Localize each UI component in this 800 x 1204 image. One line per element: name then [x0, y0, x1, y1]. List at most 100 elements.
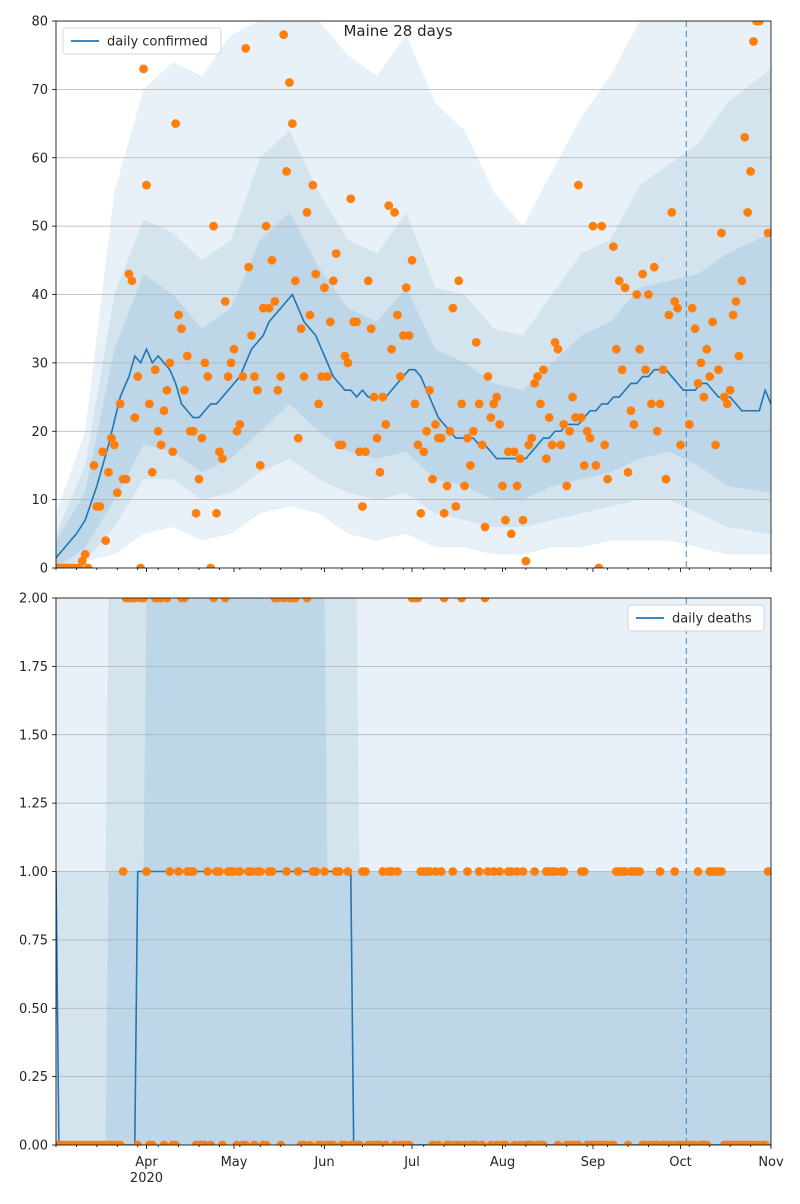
confirmed-observed-point — [579, 461, 589, 470]
confirmed-observed-point — [646, 399, 656, 409]
confirmed-observed-point — [413, 440, 423, 450]
confirmed-observed-point — [641, 365, 650, 375]
confirmed-observed-point — [282, 167, 291, 176]
confirmed-observed-point — [250, 372, 259, 381]
confirmed-observed-point — [220, 296, 230, 306]
confirmed-observed-point — [378, 392, 388, 402]
confirmed-observed-point — [626, 406, 636, 416]
deaths-y-tick-label: 0.50 — [19, 1002, 48, 1017]
confirmed-y-tick-label: 80 — [31, 15, 48, 30]
deaths-observed-point — [276, 1140, 286, 1145]
confirmed-observed-point — [588, 221, 598, 231]
confirmed-observed-point — [325, 317, 335, 327]
deaths-observed-point — [413, 598, 423, 603]
confirmed-observed-point — [104, 467, 113, 477]
confirmed-observed-point — [308, 180, 318, 190]
confirmed-observed-point — [573, 180, 583, 190]
confirmed-observed-point — [620, 283, 630, 293]
deaths-y-tick-label: 0.75 — [19, 933, 48, 948]
confirmed-observed-point — [609, 242, 618, 252]
confirmed-observed-point — [203, 372, 213, 381]
confirmed-observed-point — [714, 365, 723, 375]
deaths-observed-point — [530, 867, 540, 876]
deaths-legend-box — [627, 604, 765, 632]
confirmed-observed-point — [136, 563, 146, 568]
deaths-observed-point — [609, 1140, 618, 1145]
confirmed-observed-point — [209, 221, 218, 231]
confirmed-observed-point — [568, 392, 577, 402]
confirmed-observed-point — [80, 549, 90, 559]
x-tick-label: Aug — [490, 1155, 515, 1170]
confirmed-observed-point — [696, 358, 706, 368]
confirmed-observed-point — [492, 392, 502, 402]
confirmed-observed-point — [673, 303, 683, 313]
deaths-y-tick-label: 1.50 — [19, 728, 48, 743]
deaths-observed-point — [693, 867, 703, 876]
confirmed-observed-point — [410, 399, 420, 409]
confirmed-observed-point — [690, 324, 700, 334]
confirmed-observed-point — [404, 331, 414, 340]
confirmed-observed-point — [247, 331, 256, 340]
deaths-observed-point — [209, 598, 218, 603]
deaths-observed-point — [133, 1140, 143, 1145]
confirmed-observed-point — [527, 433, 537, 443]
confirmed-y-tick-label: 50 — [31, 220, 48, 235]
confirmed-observed-point — [235, 420, 245, 429]
confirmed-observed-point — [474, 399, 484, 409]
confirmed-observed-point — [463, 433, 472, 443]
confirmed-observed-point — [287, 119, 297, 128]
confirmed-observed-point — [676, 440, 685, 450]
deaths-observed-point — [241, 1140, 251, 1145]
deaths-observed-point — [635, 867, 645, 876]
confirmed-observed-point — [477, 440, 487, 450]
deaths-observed-point — [302, 598, 312, 603]
confirmed-observed-point — [486, 413, 496, 422]
confirmed-observed-point — [223, 372, 233, 381]
confirmed-observed-point — [743, 208, 753, 217]
confirmed-observed-point — [544, 413, 554, 422]
confirmed-observed-point — [299, 372, 309, 381]
deaths-y-tick-label: 2.00 — [19, 592, 48, 607]
deaths-y-tick-label: 1.75 — [19, 660, 48, 675]
confirmed-observed-point — [547, 440, 557, 450]
deaths-observed-point — [255, 867, 265, 876]
confirmed-legend-label: daily confirmed — [107, 35, 208, 50]
confirmed-observed-point — [623, 467, 633, 477]
confirmed-observed-point — [255, 461, 265, 470]
confirmed-observed-point — [215, 447, 224, 457]
confirmed-observed-point — [541, 454, 551, 463]
confirmed-observed-point — [576, 413, 586, 422]
confirmed-observed-point — [559, 420, 569, 429]
deaths-observed-point — [716, 867, 726, 876]
confirmed-observed-point — [509, 447, 519, 457]
deaths-observed-point — [118, 867, 128, 876]
confirmed-observed-point — [562, 481, 572, 491]
confirmed-observed-point — [252, 385, 262, 395]
confirmed-observed-point — [372, 433, 382, 443]
confirmed-legend: daily confirmed — [62, 27, 222, 55]
x-tick-label: Apr — [135, 1155, 158, 1170]
confirmed-observed-point — [290, 276, 300, 286]
confirmed-observed-point — [387, 344, 397, 354]
confirmed-observed-point — [393, 310, 402, 320]
deaths-observed-point — [328, 1140, 338, 1145]
confirmed-observed-point — [737, 276, 747, 286]
confirmed-observed-point — [115, 399, 125, 409]
confirmed-observed-point — [585, 433, 595, 443]
deaths-plot-area — [56, 598, 771, 1145]
confirmed-observed-point — [139, 64, 148, 74]
confirmed-observed-point — [684, 420, 694, 429]
deaths-observed-point — [250, 1140, 259, 1145]
deaths-observed-point — [670, 867, 680, 876]
confirmed-observed-point — [611, 344, 621, 354]
confirmed-observed-point — [699, 392, 709, 402]
confirmed-observed-point — [238, 372, 248, 381]
confirmed-observed-point — [156, 440, 166, 450]
confirmed-y-tick-label: 60 — [31, 151, 48, 166]
deaths-observed-point — [165, 867, 175, 876]
chart-title: Maine 28 days — [343, 22, 452, 40]
confirmed-observed-point — [98, 447, 108, 457]
confirmed-observed-point — [197, 433, 207, 443]
confirmed-observed-point — [518, 515, 528, 525]
confirmed-observed-point — [728, 310, 738, 320]
